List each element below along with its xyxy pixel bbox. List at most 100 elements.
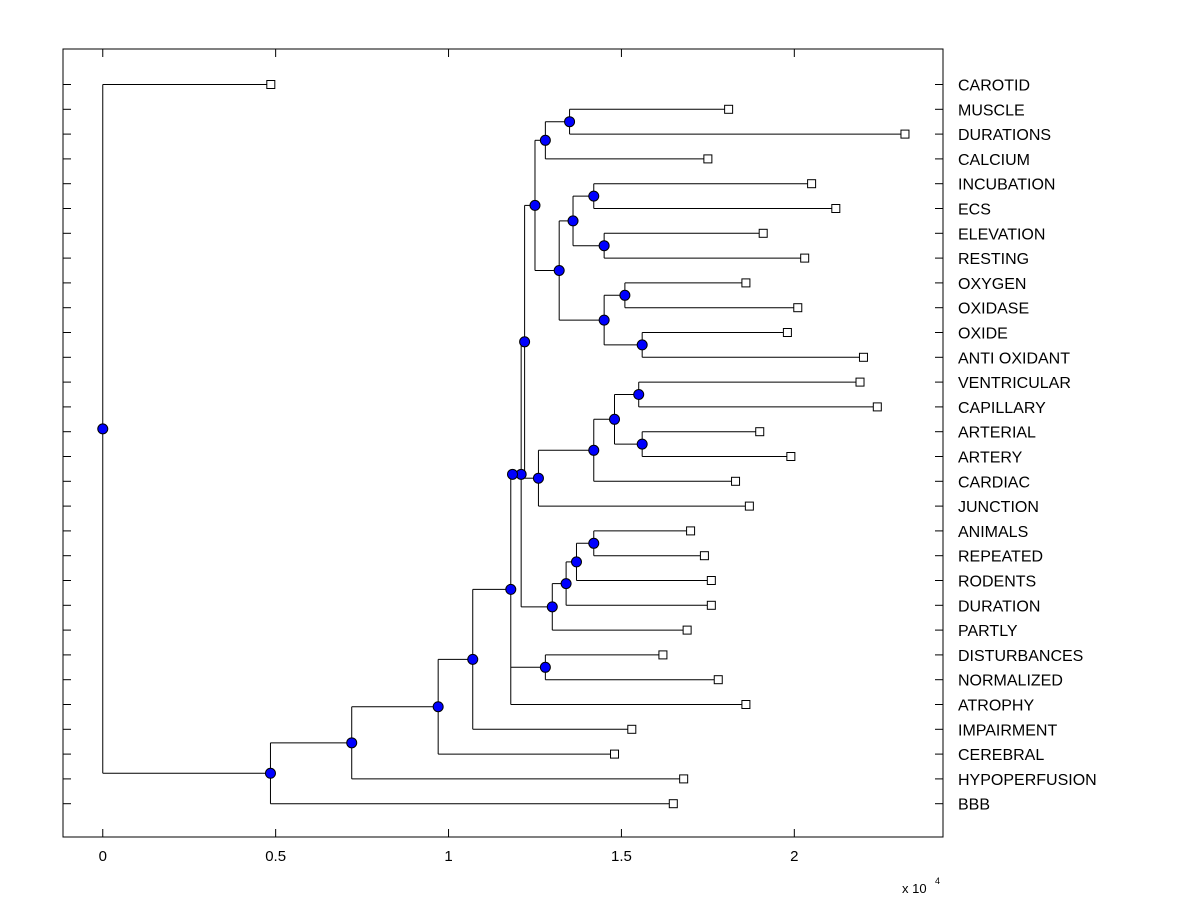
leaf-label: CAPILLARY (958, 400, 1046, 417)
leaf-marker (706, 576, 716, 585)
leaf-marker (872, 402, 882, 412)
cluster-node (636, 438, 648, 450)
leaf-label: OXIDE (958, 326, 1008, 343)
dendrogram-links (102, 84, 905, 805)
leaf-marker (831, 204, 841, 213)
leaf-label: JUNCTION (958, 499, 1039, 516)
leaf-label: DURATIONS (958, 127, 1051, 144)
leaf-marker (627, 724, 637, 734)
leaf-marker (793, 303, 803, 313)
leaf-marker (755, 427, 765, 437)
cluster-node (633, 389, 645, 400)
cluster-node (467, 653, 479, 665)
leaf-label: VENTRICULAR (958, 375, 1071, 392)
cluster-node (529, 199, 541, 211)
cluster-node (598, 240, 610, 252)
cluster-node (564, 116, 576, 128)
cluster-node (588, 444, 600, 456)
cluster-node (97, 423, 109, 435)
x-exponent-label: x 10 (902, 881, 927, 896)
leaf-label: MUSCLE (958, 102, 1025, 119)
leaf-marker (900, 129, 910, 139)
leaf-label: ANTI OXIDANT (958, 350, 1070, 367)
leaf-marker (610, 749, 620, 759)
leaf-marker (679, 774, 689, 784)
leaf-label: CARDIAC (958, 474, 1030, 491)
leaf-marker (724, 104, 734, 114)
leaf-label: NORMALIZED (958, 673, 1063, 690)
leaf-marker (682, 625, 692, 635)
cluster-node (546, 601, 558, 613)
leaf-label: PARTLY (958, 623, 1018, 640)
cluster-node (505, 583, 517, 595)
leaf-label: ARTERY (958, 450, 1023, 467)
leaf-labels: CAROTID MUSCLE DURATIONS CALCIUM INCUBATION E… (958, 78, 1097, 814)
leaf-label: BBB (958, 797, 990, 814)
leaf-label: OXYGEN (958, 276, 1026, 293)
leaf-label: DURATION (958, 598, 1040, 615)
leaf-marker (786, 452, 796, 461)
leaf-marker (658, 650, 668, 660)
x-tick-label: 0 (99, 848, 107, 865)
axes-box (62, 48, 944, 838)
leaf-marker (706, 600, 716, 610)
cluster-node (519, 336, 531, 348)
leaf-marker (686, 526, 696, 536)
leaf-label: CAROTID (958, 78, 1030, 95)
leaf-marker (741, 278, 751, 288)
leaf-marker (703, 154, 713, 164)
cluster-node (636, 339, 648, 351)
cluster-node (598, 314, 610, 326)
cluster-node (619, 289, 631, 301)
cluster-node (532, 472, 544, 484)
leaf-marker (782, 328, 792, 337)
leaf-marker (858, 352, 868, 362)
leaf-markers (266, 80, 910, 809)
node-markers (97, 116, 648, 779)
leaf-marker (713, 675, 723, 685)
leaf-label: CALCIUM (958, 152, 1030, 169)
leaf-label: ECS (958, 202, 991, 219)
cluster-node (588, 537, 600, 549)
leaf-label: RODENTS (958, 574, 1036, 591)
y-ticks (63, 84, 943, 805)
x-tick-label: 1.5 (611, 848, 632, 865)
leaf-label: OXIDASE (958, 301, 1029, 318)
x-tick-label: 0.5 (265, 848, 286, 865)
leaf-marker (800, 253, 810, 263)
x-exponent-power: 4 (935, 876, 940, 886)
leaf-marker (807, 179, 817, 189)
cluster-node (567, 215, 579, 227)
leaf-label: HYPOPERFUSION (958, 772, 1097, 789)
cluster-node (588, 190, 600, 202)
leaf-label: ATROPHY (958, 698, 1034, 715)
leaf-marker (758, 228, 768, 238)
leaf-label: ARTERIAL (958, 425, 1036, 442)
leaf-label: DISTURBANCES (958, 648, 1083, 665)
leaf-marker (699, 551, 709, 561)
cluster-node (539, 661, 551, 673)
x-tick-label: 2 (790, 848, 798, 865)
leaf-marker (741, 700, 751, 709)
leaf-marker (744, 501, 754, 511)
x-tick-label: 1 (444, 848, 452, 865)
leaf-label: ANIMALS (958, 524, 1028, 541)
cluster-node (570, 556, 582, 568)
cluster-node (609, 413, 621, 425)
x-tick-labels: 0 0.5 1 1.5 2 (99, 848, 799, 865)
cluster-node (560, 578, 572, 590)
leaf-label: REPEATED (958, 549, 1043, 566)
cluster-node (432, 701, 444, 713)
cluster-node (264, 767, 276, 779)
cluster-node (553, 265, 565, 276)
cluster-node (539, 134, 551, 146)
leaf-label: ELEVATION (958, 226, 1045, 243)
x-ticks (102, 49, 795, 837)
cluster-node (346, 737, 358, 749)
leaf-label: RESTING (958, 251, 1029, 268)
leaf-marker (266, 80, 276, 89)
leaf-marker (855, 377, 865, 387)
leaf-label: CEREBRAL (958, 747, 1044, 764)
leaf-marker (668, 799, 678, 809)
